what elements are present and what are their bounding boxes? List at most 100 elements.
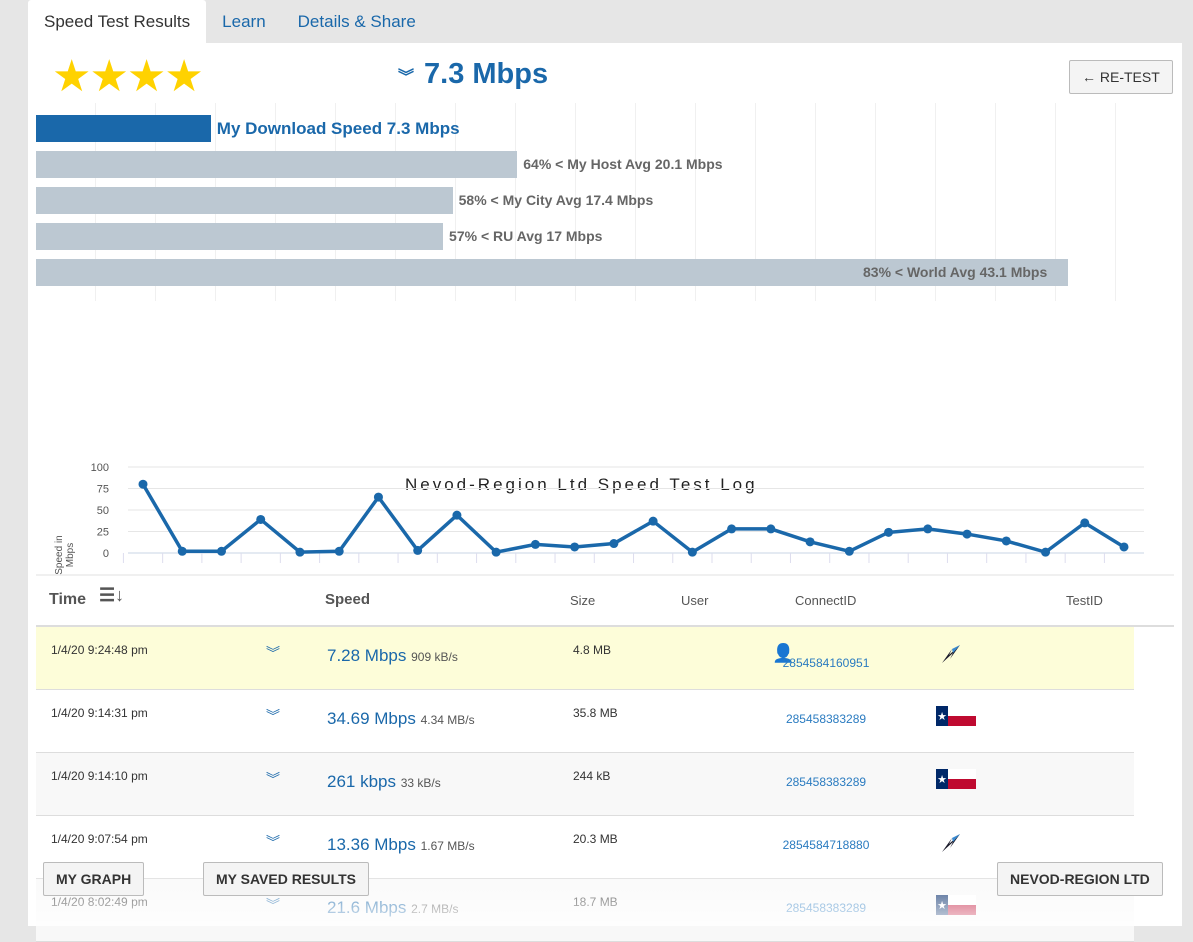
svg-text:★: ★ [937,711,947,723]
retest-button[interactable]: ← RE-TEST [1069,60,1173,94]
data-point[interactable] [648,516,658,526]
row-size: 35.8 MB [573,706,618,720]
y-axis-label: Speed inMbps [54,535,76,574]
data-point[interactable] [295,547,305,557]
comparison-bar [36,187,453,214]
y-tick-label: 100 [91,462,109,474]
comparison-bar [36,151,518,178]
data-point[interactable] [1041,547,1051,557]
rate-value: 33 kB/s [400,776,441,790]
speed-value: 13.36 Mbps [327,835,416,854]
tab-details-share[interactable]: Details & Share [297,12,416,31]
data-point[interactable] [766,524,776,534]
comparison-bar [36,223,444,250]
bar-label: 57% < RU Avg 17 Mbps [449,228,603,244]
table-header: Time ☰↓ Speed Size User ConnectID TestID [36,575,1174,627]
data-point[interactable] [884,527,894,537]
bar-gridline [995,103,996,301]
row-size: 20.3 MB [573,832,618,846]
bar-label: 58% < My City Avg 17.4 Mbps [458,192,654,208]
bar-gridline [635,103,636,301]
header-testid[interactable]: TestID [1066,593,1103,608]
svg-text:★: ★ [937,774,947,786]
chevron-down-icon[interactable]: ︾ [266,771,280,787]
rate-value: 4.34 MB/s [420,713,475,727]
y-tick-label: 50 [97,505,109,517]
isp-button[interactable]: NEVOD-REGION LTD [997,862,1163,896]
data-point[interactable] [491,547,501,557]
rate-value: 909 kB/s [411,650,458,664]
data-point[interactable] [177,546,187,556]
sort-icon[interactable]: ☰↓ [99,585,125,605]
user-icon: 👤 [772,643,795,663]
data-point[interactable] [256,514,266,524]
bar-gridline [1055,103,1056,301]
table-row[interactable]: 1/4/20 9:24:48 pm ︾ 7.28 Mbps 909 kB/s 4… [36,627,1134,690]
row-connectid[interactable]: 2854584718880 [782,838,870,852]
data-point[interactable] [373,492,383,502]
bar-gridline [515,103,516,301]
header-user[interactable]: User [681,593,709,608]
data-point[interactable] [413,545,423,555]
speed-series-line [141,483,1125,555]
my-saved-results-button[interactable]: MY SAVED RESULTS [203,862,370,896]
tab-speed-test-results[interactable]: Speed Test Results [28,0,207,43]
chevron-down-icon: ︾ [398,69,415,87]
data-point[interactable] [570,542,580,552]
row-size: 244 kB [573,769,611,783]
data-point[interactable] [530,539,540,549]
row-speed: 34.69 Mbps 4.34 MB/s [327,709,475,729]
row-connectid[interactable]: 285458383289 [785,775,867,789]
rate-value: 1.67 MB/s [420,839,475,853]
row-time: 1/4/20 9:14:10 pm [51,769,148,783]
header-time[interactable]: Time [49,591,87,608]
row-speed: 7.28 Mbps 909 kB/s [327,646,458,666]
my-graph-button[interactable]: MY GRAPH [43,862,145,896]
comparison-bar [36,259,1068,286]
table-row[interactable]: 1/4/20 9:14:31 pm ︾ 34.69 Mbps 4.34 MB/s… [36,690,1134,753]
row-speed: 13.36 Mbps 1.67 MB/s [327,835,475,855]
data-point[interactable] [727,524,737,534]
data-point[interactable] [334,546,344,556]
star-rating: ★★★★ [52,52,204,101]
bar-gridline [755,103,756,301]
data-point[interactable] [1080,518,1090,528]
data-point[interactable] [1119,542,1129,552]
row-time: 1/4/20 9:24:48 pm [51,643,148,657]
speed-log-chart: Nevod-Region Ltd Speed Test Log Speed in… [36,462,1174,576]
chart-title: Nevod-Region Ltd Speed Test Log [405,475,758,494]
ookla-icon [940,832,980,852]
data-point[interactable] [216,546,226,556]
data-point[interactable] [452,510,462,520]
row-size: 4.8 MB [573,643,612,657]
bar-gridline [1115,103,1116,301]
bar-label: 83% < World Avg 43.1 Mbps [863,264,1048,280]
data-point[interactable] [844,546,854,556]
data-point[interactable] [962,529,972,539]
row-connectid[interactable]: 285458383289 [785,712,867,726]
results-panel: ★★★★ ︾ 7.3 Mbps ← RE-TEST My Download Spe… [28,43,1182,942]
my-speed-bar [36,115,211,142]
header-connectid[interactable]: ConnectID [795,593,857,608]
tab-learn[interactable]: Learn [222,12,266,31]
chevron-down-icon[interactable]: ︾ [266,645,280,661]
data-point[interactable] [1001,536,1011,546]
data-point[interactable] [138,479,148,489]
chevron-down-icon[interactable]: ︾ [266,708,280,724]
data-point[interactable] [805,537,815,547]
download-speed-headline: ︾ 7.3 Mbps [398,58,548,91]
ookla-icon [940,643,980,663]
table-row[interactable]: 1/4/20 9:14:10 pm ︾ 261 kbps 33 kB/s 244… [36,753,1134,816]
bar-gridline [695,103,696,301]
header-speed[interactable]: Speed [325,591,371,608]
data-point[interactable] [923,524,933,534]
header-size[interactable]: Size [570,593,596,608]
y-tick-label: 25 [97,527,109,539]
bar-gridline [875,103,876,301]
row-connectid[interactable]: 2854584160951 [782,656,870,670]
data-point[interactable] [687,547,697,557]
bar-label: My Download Speed 7.3 Mbps [216,119,460,138]
chevron-down-icon[interactable]: ︾ [266,834,280,850]
texas-flag-icon: ★ [936,706,976,726]
data-point[interactable] [609,539,619,549]
